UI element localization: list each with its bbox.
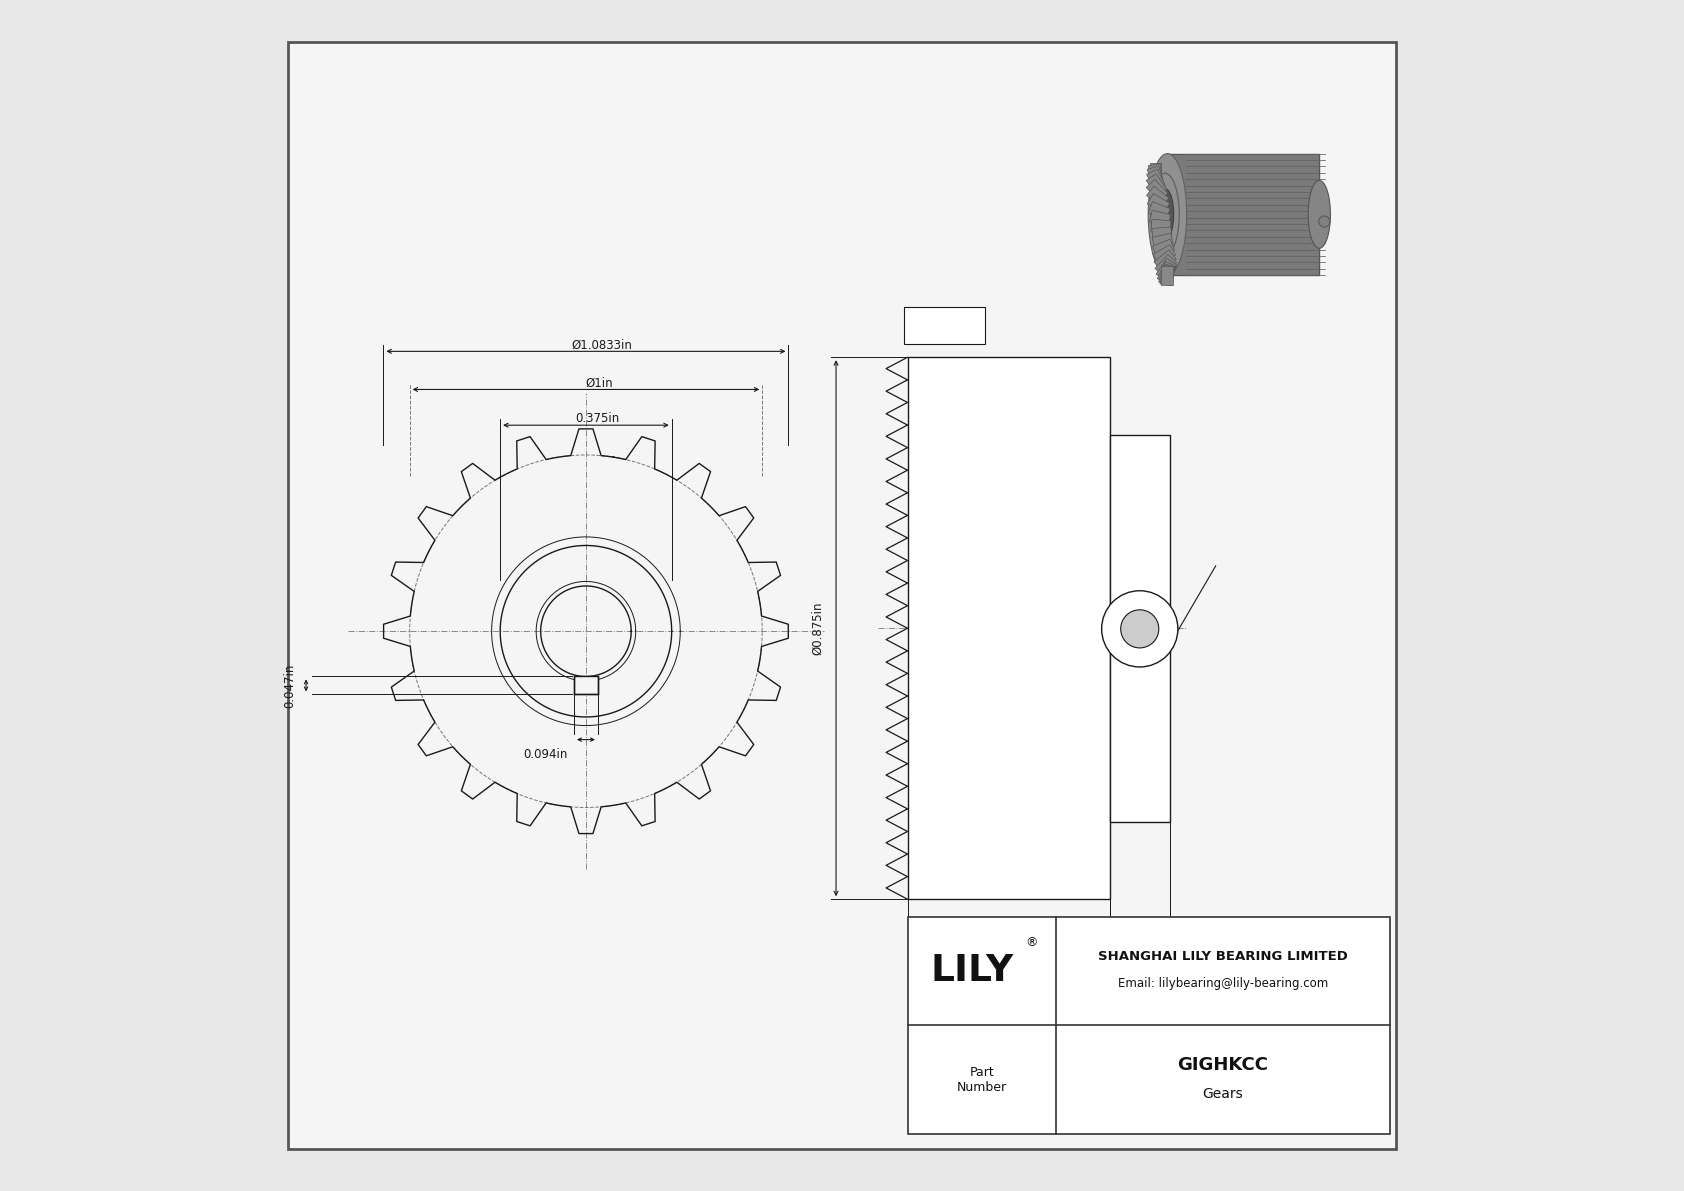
Text: ®: ® [1026,936,1039,949]
Text: 0.25in: 0.25in [1122,983,1159,996]
Text: GIGHKCC: GIGHKCC [1177,1056,1268,1074]
Circle shape [1319,216,1330,227]
Text: Gears: Gears [1202,1087,1243,1100]
Circle shape [1120,610,1159,648]
Polygon shape [1167,154,1319,275]
Text: Ø1.0833in: Ø1.0833in [571,338,632,351]
Text: Email: lilybearing@lily-bearing.com: Email: lilybearing@lily-bearing.com [1118,977,1329,990]
Text: 0.047in: 0.047in [283,663,296,707]
Bar [1147,174,1167,197]
Bar [908,357,1110,899]
Text: 0.094in: 0.094in [524,748,568,761]
Text: Part
Number: Part Number [957,1066,1007,1093]
Bar [908,917,1389,1134]
Bar [1150,211,1170,226]
Bar [1150,219,1170,232]
FancyBboxPatch shape [904,307,985,344]
Text: 10-24: 10-24 [925,320,962,332]
Bar [1157,262,1177,283]
Text: LILY: LILY [931,953,1014,990]
Ellipse shape [1157,188,1174,241]
Bar [1147,180,1169,201]
Bar [1148,201,1170,220]
Ellipse shape [1308,181,1330,249]
Bar [1147,194,1170,213]
Bar [1147,186,1169,207]
Text: 0.375in: 0.375in [576,412,620,425]
Circle shape [1101,591,1177,667]
Bar [1159,263,1175,286]
Bar [1150,163,1162,182]
Bar [1147,166,1164,188]
Bar [1152,239,1175,257]
Bar [1148,164,1164,185]
Text: Ø0.875in: Ø0.875in [812,601,823,655]
Bar [1154,245,1175,264]
Bar [1155,255,1177,276]
Text: 0.625in: 0.625in [987,956,1031,969]
Bar [1162,266,1174,285]
Ellipse shape [1148,154,1187,275]
Text: Ø1in: Ø1in [586,376,613,389]
Bar [1157,258,1177,281]
Bar [1110,435,1169,822]
Bar [1154,250,1177,272]
Bar [1147,169,1165,192]
Bar [1152,227,1172,241]
Bar [1152,233,1174,249]
Text: SHANGHAI LILY BEARING LIMITED: SHANGHAI LILY BEARING LIMITED [1098,950,1349,964]
Bar [1160,266,1175,286]
Bar [574,676,598,694]
